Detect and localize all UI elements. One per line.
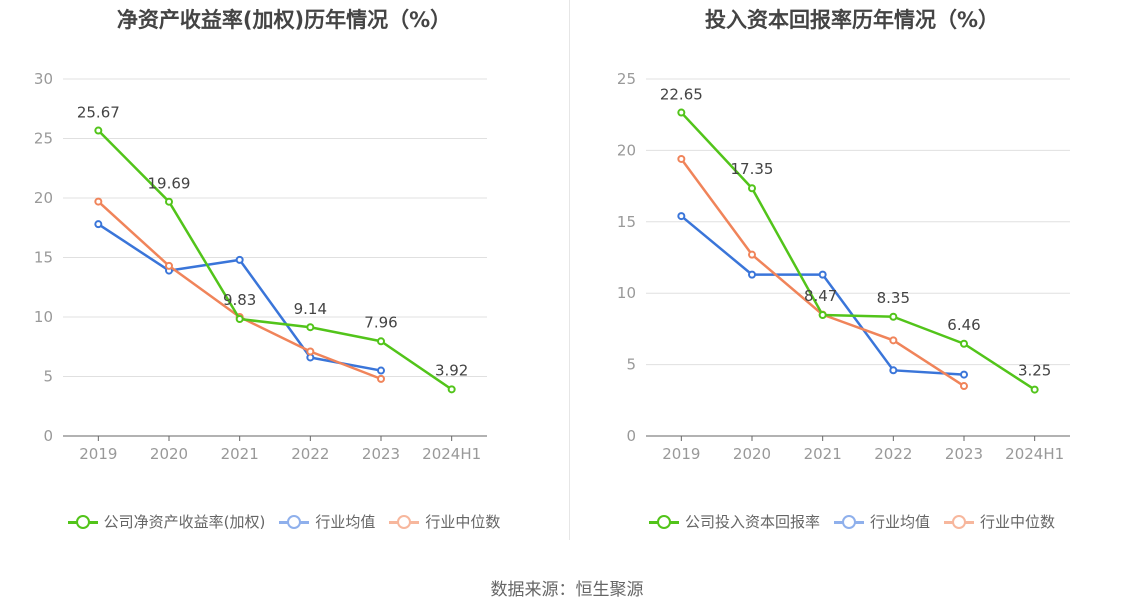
y-tick-label: 5 [626,356,636,374]
x-tick-label: 2022 [874,445,912,463]
data-label: 22.65 [660,86,703,104]
data-point [677,212,686,221]
data-label: 9.83 [223,291,256,309]
x-tick-label: 2019 [79,445,117,463]
legend-label: 公司投入资本回报率 [684,513,820,531]
data-point [165,261,173,270]
x-tick-label: 2021 [221,445,259,463]
data-point [889,366,898,375]
data-label: 8.35 [877,289,910,307]
data-label: 3.92 [435,361,468,379]
data-point [377,366,385,375]
data-label: 7.96 [364,313,397,331]
legend-label: 行业均值 [315,513,376,531]
data-label: 17.35 [731,160,774,178]
y-tick-label: 0 [43,427,53,445]
series-line [97,129,453,391]
data-point [677,108,686,117]
legend-marker-icon [944,514,974,529]
legend-marker-icon [833,514,864,529]
data-point [889,312,898,321]
x-tick-label: 2021 [804,445,842,463]
data-label: 19.69 [148,175,191,193]
data-point [94,220,103,229]
y-tick-label: 20 [34,189,53,207]
legend-label: 行业均值 [869,513,930,531]
data-point [748,270,756,279]
data-point [960,370,968,379]
data-point [306,347,315,356]
legend-marker-icon [648,514,679,529]
legend-item[interactable]: 行业均值 [833,511,930,532]
line-chart-roic: 0 5 10 15 20 25 2019 2020 2021 2022 2023 2024H1 22.6… [617,70,1070,463]
data-point [960,382,968,391]
data-point [377,374,385,383]
data-label: 3.25 [1018,362,1051,380]
legend-item[interactable]: 行业均值 [279,511,375,532]
chart-panel-roe: 净资产收益率(加权)历年情况（%） 0 5 10 15 20 25 30 2019 2020 20… [0,0,568,550]
line-chart-roe: 0 5 10 15 20 25 30 2019 2020 2021 2022 2023 2024H1 25… [34,70,487,463]
x-tick-label: 2020 [150,445,188,463]
legend-label: 行业中位数 [980,513,1056,531]
data-point [677,154,686,163]
data-point [235,255,244,264]
x-tick-label: 2022 [291,445,329,463]
legend-item[interactable]: 行业中位数 [944,511,1055,532]
data-point [165,197,173,206]
chart-legend: 公司投入资本回报率 行业均值 行业中位数 [570,511,1134,532]
legend-marker-icon [67,514,98,529]
chart-title: 净资产收益率(加权)历年情况（%） [116,8,452,32]
data-point [306,323,315,332]
legend-item[interactable]: 公司投入资本回报率 [648,511,820,532]
data-label: 25.67 [77,104,120,122]
y-tick-label: 0 [626,427,636,445]
data-point [377,337,385,346]
legend-label: 行业中位数 [425,513,501,531]
y-tick-label: 15 [34,249,53,267]
y-tick-label: 20 [617,141,636,159]
legend-item[interactable]: 公司净资产收益率(加权) [67,511,266,532]
chart-panel-roic: 投入资本回报率历年情况（%） 0 5 10 15 20 25 2019 2020 2021 202… [570,0,1134,550]
data-point [960,339,968,348]
panel-divider [569,0,570,540]
legend-marker-icon [279,514,310,529]
y-tick-label: 10 [34,308,53,326]
data-label: 6.46 [947,316,980,334]
data-point [94,126,103,135]
y-tick-label: 15 [617,213,636,231]
legend-marker-icon [389,514,420,529]
data-point [1030,385,1039,394]
data-label: 8.47 [804,287,837,305]
data-point [94,197,103,206]
data-point [748,250,756,259]
x-tick-label: 2024H1 [1005,445,1064,463]
chart-title: 投入资本回报率历年情况（%） [704,8,1000,32]
legend-label: 公司净资产收益率(加权) [103,513,266,531]
y-tick-label: 25 [617,70,636,88]
data-point [447,385,456,394]
y-tick-label: 30 [34,70,53,88]
y-tick-label: 10 [617,284,636,302]
data-point [889,336,898,345]
x-tick-label: 2024H1 [422,445,481,463]
data-source: 数据来源：恒生聚源 [490,580,644,600]
y-tick-label: 5 [43,368,53,386]
x-tick-label: 2019 [662,445,700,463]
x-tick-label: 2020 [733,445,771,463]
y-tick-label: 25 [34,130,53,148]
data-point [818,270,827,279]
chart-legend: 公司净资产收益率(加权) 行业均值 行业中位数 [0,511,568,532]
legend-item[interactable]: 行业中位数 [389,511,500,532]
data-label: 9.14 [294,300,327,318]
data-point [748,184,756,193]
series-line [680,111,1036,391]
data-point [818,311,827,320]
x-tick-label: 2023 [945,445,983,463]
data-point [235,315,244,324]
x-tick-label: 2023 [362,445,400,463]
